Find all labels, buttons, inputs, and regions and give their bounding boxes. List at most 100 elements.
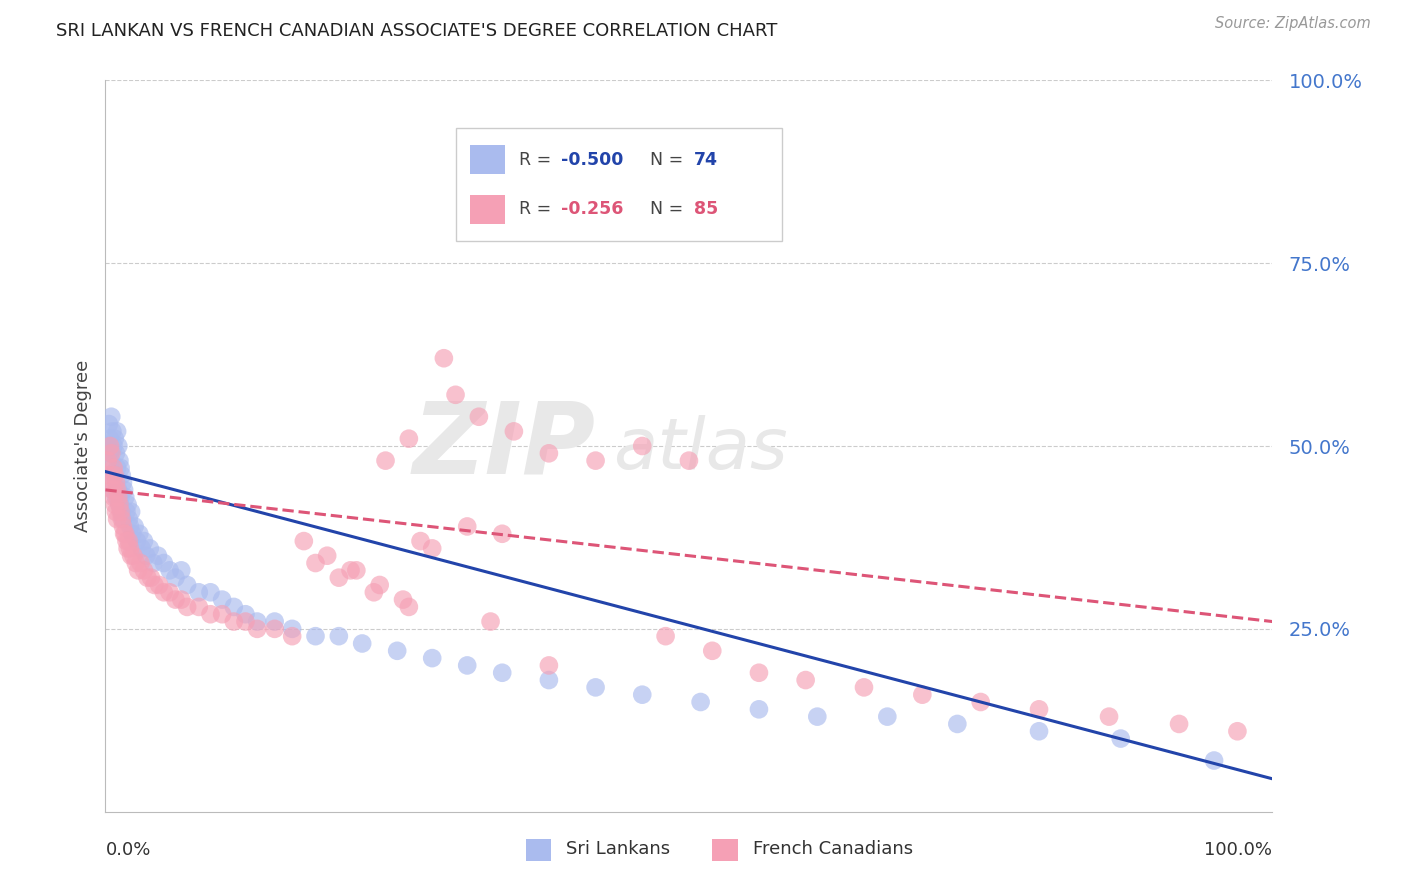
Point — [678, 453, 700, 467]
Point — [120, 505, 142, 519]
Point — [970, 695, 993, 709]
Point — [104, 446, 127, 460]
Text: 74: 74 — [693, 151, 717, 169]
Point — [118, 519, 141, 533]
Point — [165, 592, 187, 607]
Point — [1226, 724, 1249, 739]
Point — [104, 505, 127, 519]
Point — [107, 490, 129, 504]
Point — [104, 498, 127, 512]
Text: Source: ZipAtlas.com: Source: ZipAtlas.com — [1215, 16, 1371, 31]
Point — [316, 549, 339, 563]
Point — [104, 432, 127, 446]
Point — [246, 615, 269, 629]
Text: R =: R = — [519, 151, 557, 169]
Point — [211, 607, 233, 622]
Point — [148, 578, 170, 592]
Point — [118, 541, 141, 556]
Point — [187, 585, 209, 599]
Point — [200, 585, 222, 599]
Point — [117, 498, 139, 512]
Point — [124, 519, 146, 533]
Point — [444, 388, 467, 402]
Point — [433, 351, 456, 366]
Point — [911, 688, 934, 702]
Point — [159, 563, 181, 577]
Point — [110, 505, 132, 519]
Text: N =: N = — [651, 201, 689, 219]
Point — [502, 425, 524, 439]
Point — [689, 695, 711, 709]
Point — [281, 629, 304, 643]
Point — [1028, 724, 1050, 739]
Point — [170, 563, 193, 577]
Point — [98, 446, 121, 460]
Point — [100, 409, 122, 424]
Point — [110, 461, 132, 475]
Point — [420, 541, 443, 556]
Point — [187, 599, 209, 614]
Point — [101, 483, 124, 497]
Point — [121, 526, 143, 541]
Point — [200, 607, 222, 622]
Point — [125, 534, 148, 549]
Point — [1168, 717, 1191, 731]
Point — [97, 417, 120, 431]
Point — [748, 665, 770, 680]
Point — [98, 432, 121, 446]
Point — [246, 622, 269, 636]
Point — [104, 475, 127, 490]
Point — [328, 629, 350, 643]
Point — [103, 461, 125, 475]
Point — [122, 549, 145, 563]
Point — [631, 688, 654, 702]
Point — [235, 607, 257, 622]
Point — [114, 490, 136, 504]
Point — [128, 526, 150, 541]
Point — [170, 592, 193, 607]
Text: Sri Lankans: Sri Lankans — [567, 840, 671, 858]
Point — [479, 615, 502, 629]
Point — [97, 468, 120, 483]
Point — [1028, 702, 1050, 716]
Point — [398, 599, 420, 614]
Point — [491, 526, 513, 541]
Point — [352, 636, 374, 650]
Point — [97, 453, 120, 467]
Point — [139, 541, 162, 556]
Point — [114, 526, 136, 541]
Point — [118, 512, 141, 526]
Point — [420, 651, 443, 665]
Point — [304, 556, 326, 570]
Point — [100, 475, 122, 490]
Point — [176, 599, 198, 614]
Text: French Canadians: French Canadians — [754, 840, 914, 858]
Point — [537, 658, 560, 673]
Point — [115, 534, 138, 549]
Point — [385, 644, 408, 658]
Point — [876, 709, 898, 723]
Point — [702, 644, 724, 658]
Point — [120, 549, 142, 563]
Point — [211, 592, 233, 607]
Point — [235, 615, 257, 629]
Point — [153, 556, 174, 570]
Text: SRI LANKAN VS FRENCH CANADIAN ASSOCIATE'S DEGREE CORRELATION CHART: SRI LANKAN VS FRENCH CANADIAN ASSOCIATE'… — [56, 22, 778, 40]
Bar — [470, 194, 505, 224]
Point — [585, 453, 607, 467]
Text: -0.256: -0.256 — [561, 201, 623, 219]
Point — [135, 549, 157, 563]
Point — [132, 534, 155, 549]
Point — [263, 615, 285, 629]
Point — [363, 585, 385, 599]
Point — [537, 673, 560, 687]
Text: -0.500: -0.500 — [561, 151, 623, 169]
Point — [111, 519, 134, 533]
Point — [132, 563, 155, 577]
Point — [1109, 731, 1132, 746]
Point — [112, 483, 135, 497]
Point — [127, 563, 149, 577]
Point — [222, 615, 245, 629]
Text: 85: 85 — [693, 201, 718, 219]
Point — [468, 409, 491, 424]
